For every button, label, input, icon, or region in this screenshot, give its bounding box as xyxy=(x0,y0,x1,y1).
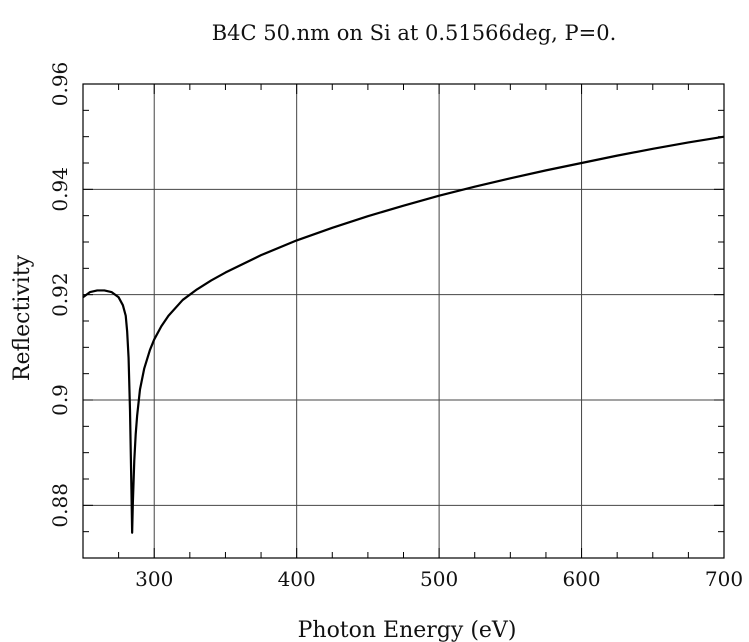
x-axis-label: Photon Energy (eV) xyxy=(298,618,517,642)
chart-title: B4C 50.nm on Si at 0.51566deg, P=0. xyxy=(212,21,617,45)
y-tick-label-2: 0.92 xyxy=(48,272,72,317)
grid-lines xyxy=(83,84,724,558)
x-tick-label-2: 500 xyxy=(420,567,458,591)
x-tick-label-3: 600 xyxy=(562,567,600,591)
tick-labels: 300 400 500 600 700 0.88 0.9 0.92 0.94 0.96 xyxy=(48,62,743,591)
x-tick-label-1: 400 xyxy=(278,567,316,591)
y-axis-label: Reflectivity xyxy=(10,254,35,381)
y-tick-label-3: 0.94 xyxy=(48,167,72,212)
series-line xyxy=(82,135,725,534)
y-tick-label-1: 0.9 xyxy=(48,384,72,416)
plot-frame xyxy=(82,83,725,559)
x-tick-label-0: 300 xyxy=(135,567,173,591)
axis-ticks xyxy=(82,83,725,559)
y-tick-label-0: 0.88 xyxy=(48,483,72,528)
x-tick-label-4: 700 xyxy=(705,567,743,591)
y-tick-label-4: 0.96 xyxy=(48,62,72,107)
